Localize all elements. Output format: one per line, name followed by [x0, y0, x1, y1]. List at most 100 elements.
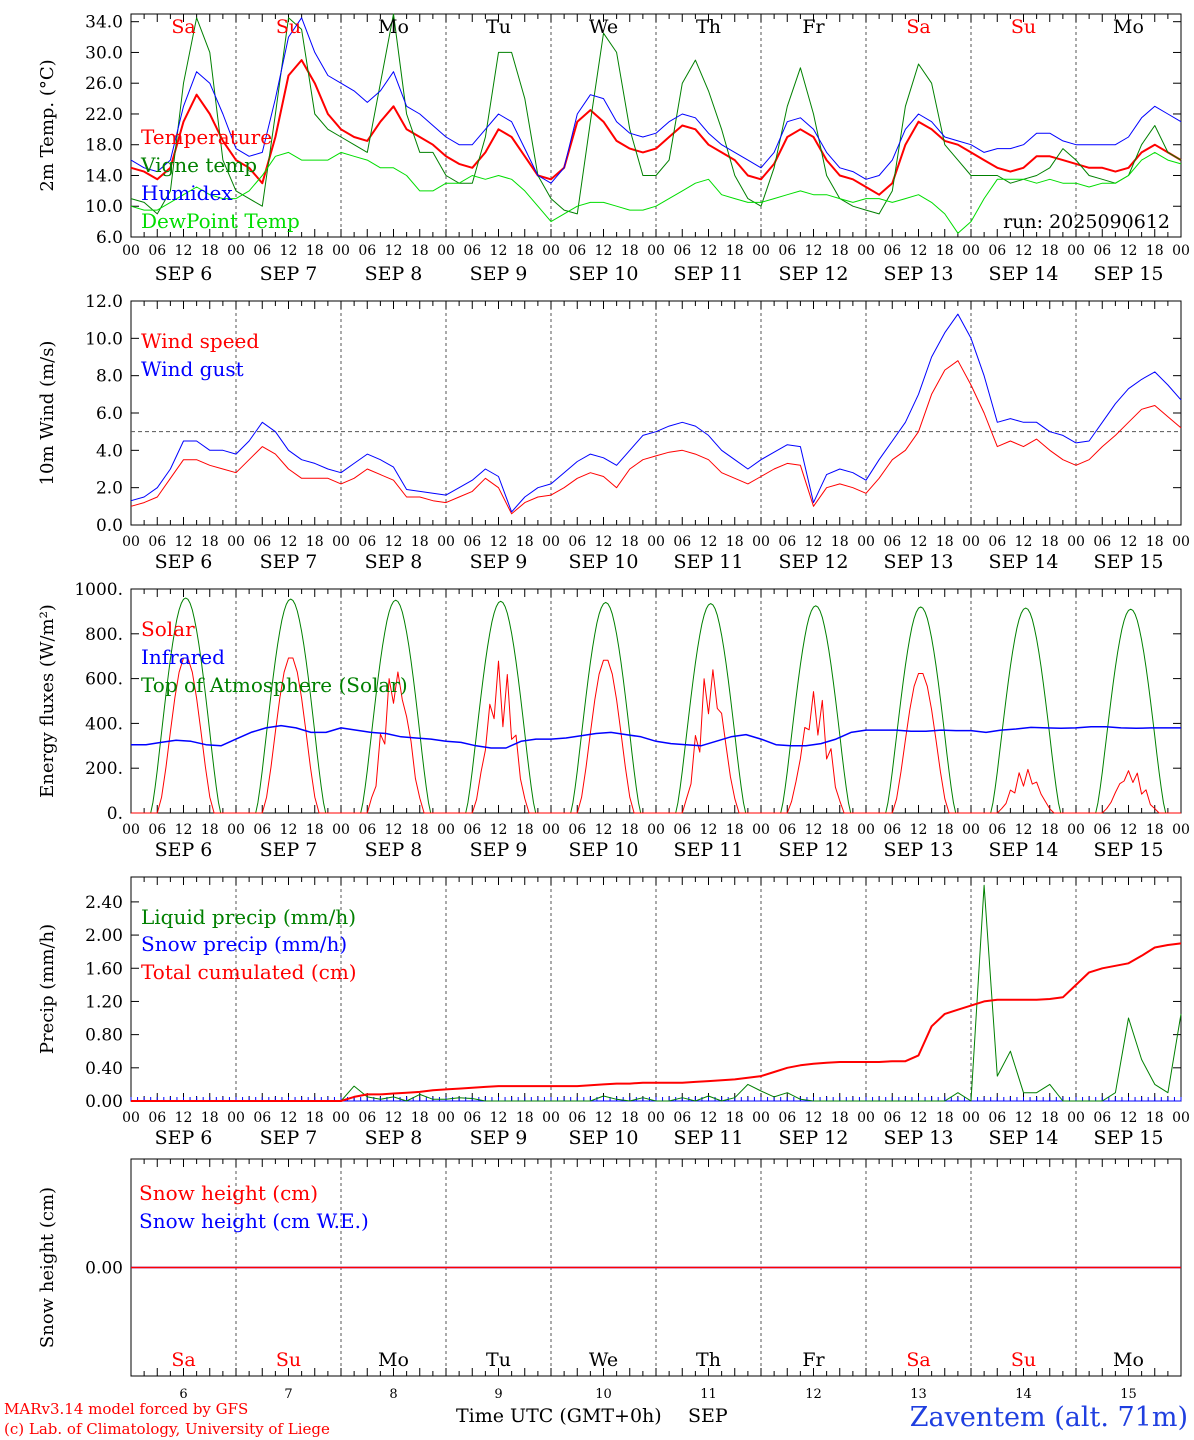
hour-tick-label: 00: [962, 534, 980, 550]
hour-tick-label: 06: [1093, 243, 1111, 259]
hour-tick-label: 06: [673, 1110, 691, 1126]
hour-tick-label: 18: [621, 243, 639, 259]
hour-tick-label: 18: [831, 243, 849, 259]
y-tick-label: 34.0: [85, 13, 123, 33]
y-tick-label: 1.60: [85, 959, 123, 979]
hour-tick-label: 12: [1120, 534, 1138, 550]
y-tick-label: 0.0: [96, 516, 123, 536]
y-tick-label: 6.0: [96, 404, 123, 424]
hour-tick-label: 00: [1067, 1110, 1085, 1126]
hour-tick-label: 00: [332, 243, 350, 259]
hour-tick-label: 18: [936, 243, 954, 259]
date-label: SEP 12: [779, 1127, 849, 1149]
hour-tick-label: 00: [437, 1110, 455, 1126]
date-label: SEP 8: [365, 1127, 423, 1149]
hour-tick-label: 00: [857, 243, 875, 259]
hour-tick-label: 06: [778, 822, 796, 838]
hour-tick-label: 12: [1015, 534, 1033, 550]
footer-model-line: MARv3.14 model forced by GFS: [4, 1400, 248, 1418]
hour-tick-label: 18: [306, 1110, 324, 1126]
date-label: SEP 8: [365, 263, 423, 285]
hour-tick-label: 18: [306, 534, 324, 550]
month-label: SEP: [688, 1405, 728, 1427]
y-axis-label: 2m Temp. (°C): [37, 59, 58, 191]
hour-tick-label: 00: [227, 1110, 245, 1126]
weekday-label: Sa: [171, 1349, 195, 1371]
series-line: [130, 17, 1182, 184]
hour-tick-label: 06: [358, 822, 376, 838]
hour-tick-label: 00: [647, 822, 665, 838]
hour-tick-label: 18: [1146, 822, 1164, 838]
hour-tick-label: 12: [1015, 1110, 1033, 1126]
hour-tick-label: 18: [621, 1110, 639, 1126]
hour-tick-label: 00: [122, 1110, 140, 1126]
hour-tick-label: 12: [1120, 243, 1138, 259]
day-number-label: 9: [494, 1387, 502, 1402]
weekday-label: Fr: [802, 16, 825, 38]
hour-tick-label: 12: [490, 1110, 508, 1126]
legend-entry: Solar: [141, 617, 195, 641]
y-tick-label: 0.: [107, 804, 123, 824]
y-tick-label: 600.: [85, 670, 123, 690]
hour-tick-label: 06: [463, 822, 481, 838]
hour-tick-label: 06: [883, 243, 901, 259]
hour-tick-label: 00: [1067, 822, 1085, 838]
hour-tick-label: 06: [883, 534, 901, 550]
y-axis-label: 10m Wind (m/s): [37, 341, 58, 486]
hour-tick-label: 06: [883, 822, 901, 838]
hour-tick-label: 12: [280, 534, 298, 550]
hour-tick-label: 00: [332, 534, 350, 550]
legend-entry: Temperature: [141, 125, 272, 149]
hour-tick-label: 12: [595, 534, 613, 550]
hour-tick-label: 18: [831, 1110, 849, 1126]
hour-tick-label: 06: [253, 822, 271, 838]
hour-tick-label: 06: [1093, 534, 1111, 550]
legend-entry: Humidex: [141, 181, 233, 205]
date-label: SEP 11: [674, 551, 744, 573]
hour-tick-label: 12: [490, 822, 508, 838]
hour-tick-label: 00: [752, 822, 770, 838]
weekday-label: Th: [696, 16, 721, 38]
hour-tick-label: 06: [988, 1110, 1006, 1126]
hour-tick-label: 18: [621, 822, 639, 838]
weekday-label: Mo: [378, 16, 409, 38]
hour-tick-label: 00: [332, 1110, 350, 1126]
weekday-label: Tu: [486, 16, 511, 38]
hour-tick-label: 00: [752, 1110, 770, 1126]
hour-tick-label: 06: [253, 1110, 271, 1126]
hour-tick-label: 18: [726, 243, 744, 259]
y-tick-label: 10.0: [85, 197, 123, 217]
hour-tick-label: 00: [437, 822, 455, 838]
legend-entry: Snow height (cm): [139, 1181, 318, 1205]
weekday-label: Fr: [802, 1349, 825, 1371]
hour-tick-label: 18: [516, 822, 534, 838]
hour-tick-label: 00: [1172, 1110, 1190, 1126]
hour-tick-label: 12: [385, 822, 403, 838]
hour-tick-label: 12: [700, 822, 718, 838]
y-tick-label: 0.40: [85, 1059, 123, 1079]
date-label: SEP 14: [989, 839, 1059, 861]
hour-tick-label: 00: [647, 1110, 665, 1126]
hour-tick-label: 00: [542, 1110, 560, 1126]
hour-tick-label: 00: [542, 534, 560, 550]
hour-tick-label: 12: [805, 822, 823, 838]
weekday-label: Su: [276, 1349, 301, 1371]
hour-tick-label: 12: [175, 534, 193, 550]
hour-tick-label: 12: [910, 1110, 928, 1126]
date-label: SEP 15: [1094, 1127, 1164, 1149]
panel-5: 0.00 Snow height (cm) Sa Su Mo Tu We Th Fr Sa Su Mo…: [37, 1158, 1182, 1402]
date-label: SEP 14: [989, 263, 1059, 285]
day-number-label: 15: [1120, 1387, 1137, 1402]
hour-tick-label: 12: [280, 1110, 298, 1126]
hour-tick-label: 06: [358, 243, 376, 259]
weekday-label: Mo: [1113, 1349, 1144, 1371]
weekday-label: Sa: [171, 16, 195, 38]
date-label: SEP 8: [365, 839, 423, 861]
date-label: SEP 6: [155, 263, 213, 285]
hour-tick-label: 18: [201, 534, 219, 550]
hour-tick-label: 06: [463, 1110, 481, 1126]
hour-tick-label: 18: [411, 1110, 429, 1126]
y-tick-label: 12.0: [85, 292, 123, 312]
y-tick-label: 1.20: [85, 992, 123, 1012]
